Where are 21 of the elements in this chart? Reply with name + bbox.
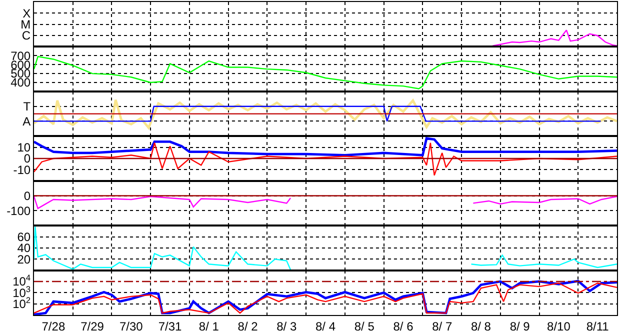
x-tick-label: 8/ 6 [393, 319, 414, 334]
x-tick-label: 8/ 4 [315, 319, 336, 334]
text: A [22, 114, 31, 128]
x-tick-label: 8/ 7 [432, 319, 452, 334]
x-tick-label: 8/ 8 [470, 319, 492, 334]
y-tick-label: 60 [17, 230, 31, 244]
x-tick-label: 8/10 [547, 319, 571, 334]
text: X [22, 6, 31, 20]
x-tick-label: 8/ 5 [354, 319, 375, 334]
x-tick-label: 8/ 1 [198, 319, 220, 334]
y-tick-label: -100 [6, 204, 31, 218]
x-tick-label: 8/11 [586, 319, 610, 334]
x-tick-label: 8/ 2 [238, 319, 258, 334]
x-tick-label: 8/ 3 [276, 319, 297, 334]
x-tick-label: 8/ 9 [510, 319, 530, 334]
y-tick-label: 0 [24, 188, 31, 203]
x-tick-label: 7/28 [42, 319, 66, 334]
text: T [23, 100, 32, 114]
x-tick-label: 7/30 [119, 319, 144, 334]
x-tick-label: 7/31 [158, 319, 182, 334]
x-tick-label: 7/29 [80, 319, 104, 334]
